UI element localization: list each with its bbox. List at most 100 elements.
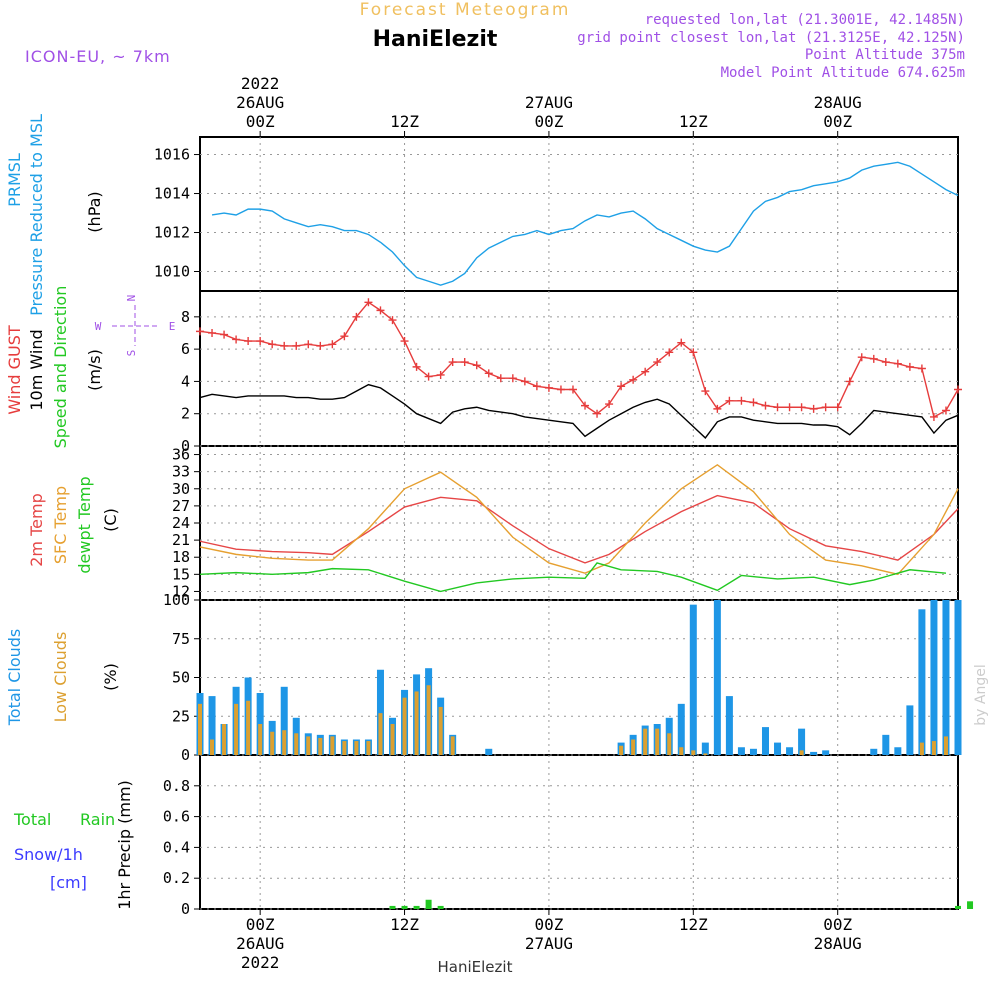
time-label: 00Z — [246, 915, 275, 934]
total-clouds-label: Total Clouds — [5, 629, 24, 727]
gust-marker — [508, 374, 517, 383]
gust-marker — [701, 387, 710, 396]
cm-label: [cm] — [50, 873, 87, 892]
time-label: 28AUG — [814, 934, 862, 953]
dewpt-line — [199, 562, 947, 593]
precip-ytick-label: 0.6 — [163, 808, 190, 826]
clouds-ytick-label: 25 — [172, 707, 190, 725]
gust-marker — [869, 354, 878, 363]
clouds-ytick-label: 0 — [181, 746, 190, 764]
gust-marker — [208, 328, 217, 337]
low-cloud-bar — [703, 753, 708, 755]
time-label: 2022 — [241, 74, 280, 93]
low-cloud-bar — [943, 736, 948, 755]
credit: by Angel — [973, 664, 989, 725]
total-cloud-bar — [677, 703, 685, 755]
wind-ytick-label: 0 — [181, 437, 190, 455]
gust-marker — [785, 403, 794, 412]
total-label: Total — [13, 810, 51, 829]
total-cloud-bar — [485, 748, 493, 755]
wind-gust-label: Wind GUST — [5, 325, 24, 415]
low-cloud-bar — [270, 731, 275, 755]
gust-marker — [845, 377, 854, 386]
low-cloud-bar — [643, 728, 648, 755]
temp-unit-label: (C) — [101, 508, 120, 532]
gust-marker — [641, 367, 650, 376]
dewpt-label: dewpt Temp — [75, 476, 94, 573]
gust-marker — [520, 377, 529, 386]
gust-marker — [797, 403, 806, 412]
wind-unit-label: (m/s) — [85, 349, 104, 391]
low-cloud-bar — [354, 741, 359, 755]
low-cloud-bar — [655, 728, 660, 755]
gust-marker — [472, 361, 481, 370]
gust-marker — [544, 383, 553, 392]
gust-marker — [809, 404, 818, 413]
time-label: 00Z — [246, 112, 275, 131]
total-cloud-bar — [701, 742, 709, 755]
sfc-temp-line — [199, 463, 959, 576]
time-label: 00Z — [823, 915, 852, 934]
time-label: 12Z — [679, 915, 708, 934]
total-cloud-bar — [930, 600, 938, 755]
wind-labels: Wind GUST 10m Wind Speed and Direction (… — [5, 286, 104, 449]
gust-marker — [232, 335, 241, 344]
temp2m-line — [199, 494, 959, 564]
gust-marker — [677, 338, 686, 347]
gust-marker — [605, 400, 614, 409]
precip-ytick-label: 0.2 — [163, 869, 190, 887]
pressure-labels: PRMSL Pressure Reduced to MSL (hPa) — [5, 114, 104, 316]
gust-marker — [556, 385, 565, 394]
gust-marker — [292, 341, 301, 350]
total-cloud-bar — [870, 748, 878, 755]
low-cloud-bar — [402, 697, 407, 755]
clouds-ytick-label: 75 — [172, 630, 190, 648]
closest-coords: grid point closest lon,lat (21.3125E, 42… — [577, 30, 965, 46]
time-label: 00Z — [534, 915, 563, 934]
low-cloud-bar — [258, 724, 263, 755]
total-cloud-bar — [954, 600, 962, 755]
gust-marker — [917, 364, 926, 373]
total-cloud-bar — [882, 734, 890, 755]
pressure-ytick-label: 1014 — [154, 185, 190, 203]
gust-marker — [725, 396, 734, 405]
gust-marker — [689, 348, 698, 357]
time-label: 00Z — [534, 112, 563, 131]
prmsl-label: PRMSL — [5, 153, 24, 207]
gust-marker — [773, 403, 782, 412]
low-cloud-bar — [198, 703, 202, 755]
wind-ytick-label: 4 — [181, 372, 190, 390]
temp2m-label: 2m Temp — [27, 493, 46, 567]
gust-marker — [448, 358, 457, 367]
low-cloud-bar — [306, 736, 311, 755]
total-cloud-bar — [894, 747, 902, 755]
low-cloud-bar — [919, 742, 924, 755]
low-cloud-bar — [378, 713, 383, 755]
station-title: HaniElezit — [373, 27, 498, 52]
gust-marker — [376, 306, 385, 315]
low-clouds-label: Low Clouds — [51, 632, 70, 723]
total-cloud-bar — [906, 705, 914, 755]
cloud-labels: Total Clouds Low Clouds (%) — [5, 629, 120, 727]
total-cloud-bar — [774, 742, 782, 755]
total-cloud-bar — [810, 751, 818, 755]
total-cloud-bar — [713, 600, 721, 755]
cloud-unit-label: (%) — [101, 663, 120, 691]
gust-marker — [268, 340, 277, 349]
low-cloud-bar — [282, 730, 287, 755]
top-title: Forecast Meteogram — [360, 0, 571, 20]
low-cloud-bar — [330, 736, 335, 755]
precip-bar — [955, 905, 961, 909]
total-cloud-bar — [689, 604, 697, 755]
pressure-ytick-label: 1010 — [154, 263, 190, 281]
temp-ytick-label: 21 — [172, 531, 190, 549]
low-cloud-bar — [426, 685, 431, 755]
gust-marker — [460, 358, 469, 367]
precip-bar — [389, 905, 396, 909]
gust-marker — [340, 332, 349, 341]
gust-marker — [713, 404, 722, 413]
low-cloud-bar — [438, 706, 443, 755]
time-label: 27AUG — [525, 934, 573, 953]
total-cloud-bar — [280, 686, 288, 755]
model-altitude: Model Point Altitude 674.625m — [721, 65, 965, 81]
